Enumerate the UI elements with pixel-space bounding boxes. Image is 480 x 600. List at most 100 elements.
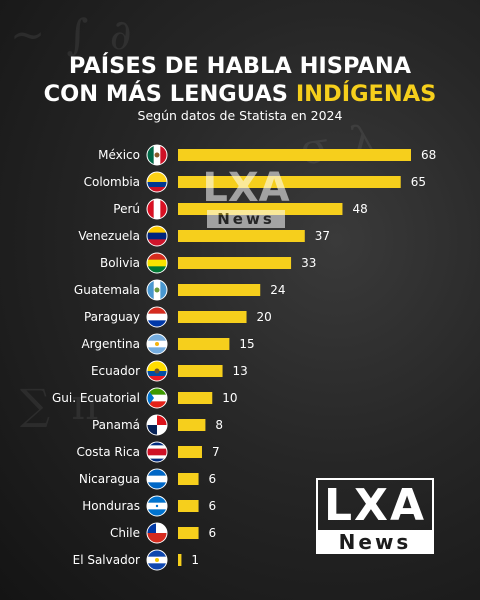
bar — [178, 149, 411, 161]
costa-rica-flag-icon — [147, 442, 167, 462]
chile-flag-icon — [147, 523, 167, 543]
data-label: 33 — [301, 256, 316, 270]
bar-row: Argentina 15 — [81, 333, 255, 355]
category-label: Guatemala — [74, 283, 140, 297]
bar — [178, 338, 230, 350]
bar — [178, 284, 261, 296]
category-label: Chile — [110, 526, 140, 540]
peru-flag-icon — [147, 199, 167, 219]
category-label: Argentina — [81, 337, 140, 351]
venezuela-flag-icon — [147, 226, 167, 246]
flag-border — [146, 252, 168, 274]
watermark-subtext: News — [207, 210, 285, 228]
bar — [178, 365, 223, 377]
bar-row: Bolivia 33 — [100, 252, 316, 274]
flag-border — [146, 144, 168, 166]
flag-border — [146, 279, 168, 301]
flag-border — [146, 495, 168, 517]
data-label: 6 — [209, 526, 217, 540]
honduras-flag-icon — [147, 496, 167, 516]
data-label: 8 — [215, 418, 223, 432]
bar — [178, 392, 213, 404]
flag-border — [146, 549, 168, 571]
guatemala-flag-icon — [147, 280, 167, 300]
data-label: 6 — [209, 472, 217, 486]
data-label: 24 — [270, 283, 285, 297]
category-label: Ecuador — [91, 364, 140, 378]
category-label: México — [98, 148, 140, 162]
category-label: Perú — [113, 202, 140, 216]
paraguay-flag-icon — [147, 307, 167, 327]
category-label: Venezuela — [78, 229, 140, 243]
title-line-2: CON MÁS LENGUAS INDÍGENAS — [0, 80, 480, 108]
category-label: Bolivia — [100, 256, 140, 270]
flag-border — [146, 441, 168, 463]
mexico-flag-icon — [147, 145, 167, 165]
data-label: 7 — [212, 445, 220, 459]
argentina-flag-icon — [147, 334, 167, 354]
bar — [178, 311, 247, 323]
title-line-1: PAÍSES DE HABLA HISPANA — [68, 53, 412, 79]
colombia-flag-icon — [147, 172, 167, 192]
bar — [178, 446, 202, 458]
bolivia-flag-icon — [147, 253, 167, 273]
category-label: Costa Rica — [77, 445, 140, 459]
data-label: 15 — [239, 337, 254, 351]
lxa-news-logo: LXA News — [316, 478, 434, 564]
flag-border — [146, 414, 168, 436]
title-line-2-prefix: CON MÁS LENGUAS — [43, 81, 296, 107]
bar-row: Paraguay 20 — [84, 306, 272, 328]
nicaragua-flag-icon — [147, 469, 167, 489]
data-label: 37 — [315, 229, 330, 243]
flag-border — [146, 171, 168, 193]
watermark-text: LXA — [202, 165, 290, 211]
panama-flag-icon — [147, 415, 167, 435]
bar — [178, 419, 206, 431]
chart-title: PAÍSES DE HABLA HISPANA CON MÁS LENGUAS … — [0, 52, 480, 108]
title-highlight: INDÍGENAS — [295, 81, 437, 107]
el-salvador-flag-icon — [147, 550, 167, 570]
bar — [178, 527, 199, 539]
flag-border — [146, 387, 168, 409]
data-label: 68 — [421, 148, 436, 162]
flag-border — [146, 522, 168, 544]
bar-row: Colombia 65 — [84, 171, 426, 193]
bar-row: México 68 — [98, 144, 436, 166]
category-label: Colombia — [84, 175, 140, 189]
bar-row: Nicaragua 6 — [79, 468, 217, 490]
data-label: 6 — [209, 499, 217, 513]
data-label: 65 — [411, 175, 426, 189]
bar-row: Ecuador 13 — [91, 360, 248, 382]
data-label: 10 — [222, 391, 237, 405]
bar-row: Honduras 6 — [82, 495, 217, 517]
bar-row: Costa Rica 7 — [77, 441, 220, 463]
data-label: 20 — [257, 310, 272, 324]
category-label: El Salvador — [73, 553, 140, 567]
category-label: Panamá — [92, 418, 140, 432]
category-label: Gui. Ecuatorial — [52, 391, 140, 405]
category-label: Nicaragua — [79, 472, 140, 486]
bar-row: Chile 6 — [110, 522, 217, 544]
data-label: 13 — [233, 364, 248, 378]
category-label: Honduras — [82, 499, 140, 513]
logo-text: LXA — [316, 478, 434, 531]
data-label: 48 — [352, 202, 367, 216]
category-label: Paraguay — [84, 310, 140, 324]
ecuador-flag-icon — [147, 361, 167, 381]
bar — [178, 500, 199, 512]
bar — [178, 257, 292, 269]
flag-border — [146, 225, 168, 247]
chart-subtitle: Según datos de Statista en 2024 — [137, 108, 343, 123]
bar — [178, 230, 305, 242]
bar — [178, 554, 182, 566]
bar-row: Panamá 8 — [92, 414, 223, 436]
bar-row: Guatemala 24 — [74, 279, 286, 301]
bar-row: Gui. Ecuatorial 10 — [52, 387, 238, 409]
watermark: LXA News — [186, 168, 306, 228]
flag-border — [146, 468, 168, 490]
data-label: 1 — [191, 553, 199, 567]
bar — [178, 473, 199, 485]
logo-subtext: News — [316, 530, 434, 554]
